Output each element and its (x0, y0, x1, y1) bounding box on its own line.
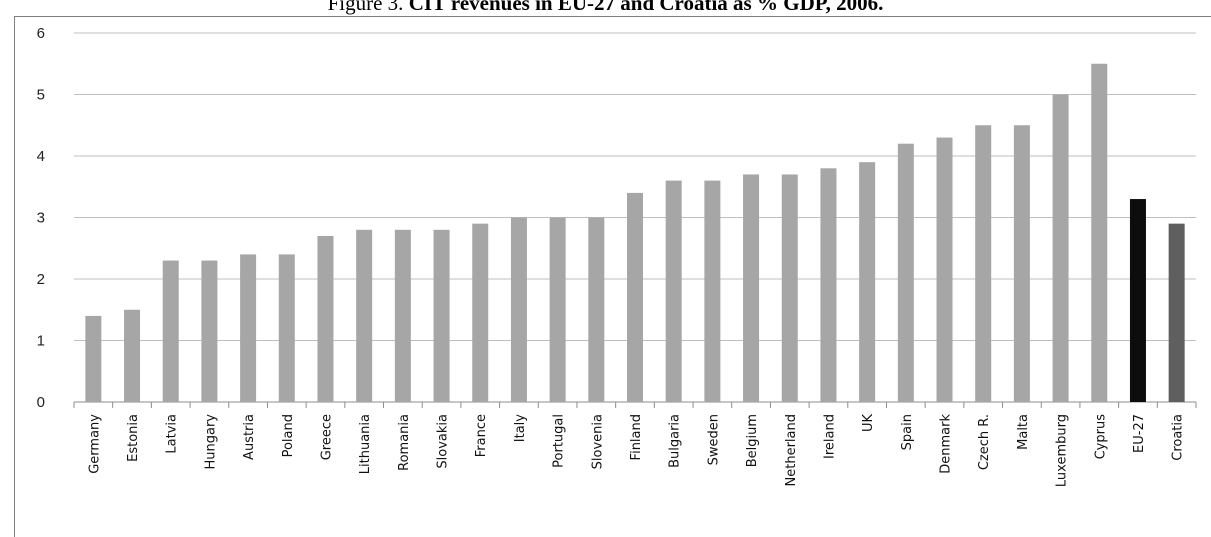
bar-latvia (162, 260, 179, 402)
x-tick-label: UK (861, 414, 876, 433)
chart-frame (14, 16, 1211, 537)
x-tick-label: Portugal (552, 414, 567, 468)
bar-croatia (1168, 223, 1185, 402)
bar-bulgaria (665, 180, 682, 402)
x-tick-label: Netherland (784, 414, 799, 486)
y-tick-label: 4 (37, 148, 45, 165)
x-tick-label: Romania (397, 414, 412, 471)
bar-uk (859, 162, 876, 402)
x-tick-label: Austria (242, 414, 257, 460)
x-tick-label: Poland (281, 414, 296, 457)
bar-greece (317, 235, 334, 402)
bar-malta (1013, 125, 1030, 402)
x-tick-label: Sweden (706, 414, 721, 465)
x-tick-label: Estonia (126, 414, 141, 462)
bar-romania (394, 229, 411, 402)
bar-slovakia (433, 229, 450, 402)
bar-poland (278, 254, 295, 402)
x-tick-label: Cyprus (1093, 414, 1108, 460)
y-tick-label: 1 (37, 333, 45, 350)
bar-estonia (124, 309, 141, 402)
bar-sweden (704, 180, 721, 402)
bar-finland (627, 192, 643, 402)
x-tick-label: Greece (319, 414, 334, 460)
bar-luxemburg (1052, 94, 1069, 402)
bar-spain (897, 143, 914, 402)
bar-portugal (549, 217, 566, 402)
x-tick-label: Slovakia (436, 414, 451, 469)
y-tick-label: 0 (37, 394, 45, 411)
x-tick-label: Slovenia (590, 414, 605, 469)
x-tick-label: Belgium (745, 414, 760, 467)
x-tick-label: France (474, 414, 489, 457)
x-tick-label: Ireland (822, 414, 837, 459)
x-tick-label: Czech R. (977, 414, 992, 470)
bar-chart: 0 1 2 3 4 5 6 Germany Estonia Latvia Hungary Austri… (37, 25, 1197, 487)
bar-austria (240, 254, 257, 402)
y-tick-label: 3 (37, 210, 45, 227)
x-tick-label: Denmark (939, 414, 954, 474)
bar-eu-27 (1129, 199, 1146, 402)
y-tick-label: 2 (37, 271, 45, 288)
bar-belgium (743, 174, 760, 402)
x-tick-label: Luxemburg (1055, 414, 1070, 487)
x-tick-label: EU-27 (1132, 414, 1147, 453)
chart-title: Figure 3. CIT revenues in EU-27 and Croa… (0, 0, 1211, 15)
x-tick-label: Malta (1016, 414, 1031, 450)
title-prefix: Figure 3. (327, 0, 404, 15)
x-tick-label: Spain (900, 414, 915, 450)
x-tick-label: Croatia (1171, 414, 1186, 461)
bar-czech-r (975, 125, 992, 402)
bar-denmark (936, 137, 953, 403)
y-tick-label: 5 (37, 87, 45, 104)
bar-hungary (201, 260, 218, 402)
bar-italy (510, 217, 527, 402)
x-tick-label: Hungary (203, 414, 218, 470)
bar-slovenia (588, 217, 605, 402)
y-tick-label: 6 (37, 25, 45, 42)
x-tick-label: Lithuania (358, 414, 373, 474)
bar-netherland (781, 174, 798, 402)
x-tick-label: Italy (513, 414, 528, 443)
bar-ireland (820, 168, 837, 402)
bar-france (472, 223, 489, 402)
x-tick-label: Latvia (165, 414, 180, 454)
x-tick-label: Finland (629, 414, 644, 460)
x-tick-label: Bulgaria (668, 414, 683, 468)
bar-lithuania (356, 229, 373, 402)
title-bold: CIT revenues in EU-27 and Croatia as % G… (408, 0, 884, 15)
bar-germany (85, 315, 102, 402)
bar-cyprus (1091, 63, 1108, 402)
x-tick-label: Germany (87, 414, 102, 474)
